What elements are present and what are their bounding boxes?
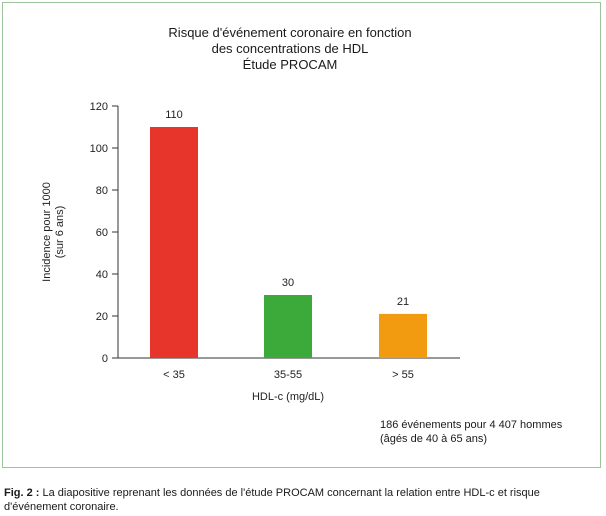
- caption-label: Fig. 2 :: [4, 487, 40, 499]
- y-tick-label: 40: [96, 269, 108, 281]
- chart-title-line-3: Étude PROCAM: [242, 57, 338, 72]
- x-category-label: < 35: [163, 369, 185, 381]
- chart-title-line-1: Risque d'événement coronaire en fonction: [168, 25, 412, 40]
- y-axis-label-line: (sur 6 ans): [54, 206, 66, 259]
- bar-chart: 0 20 40 60 80 100 120 Incidence pour 1000 (sur 6…: [41, 101, 460, 403]
- y-tick-label: 80: [96, 185, 108, 197]
- note-line-1: 186 événements pour 4 407 hommes: [380, 419, 563, 431]
- y-tick-label: 0: [102, 353, 108, 365]
- bar: [379, 313, 427, 358]
- y-axis-label-line: Incidence pour 1000: [41, 182, 53, 282]
- bar-value-label: 21: [397, 296, 409, 308]
- y-tick-label: 60: [96, 227, 108, 239]
- x-category-label: 35-55: [274, 369, 302, 381]
- bar-value-label: 30: [282, 277, 294, 289]
- caption-text: La diapositive reprenant les données de …: [4, 487, 540, 513]
- bar: [150, 127, 198, 358]
- x-category-label: > 55: [392, 369, 414, 381]
- y-tick-label: 100: [90, 143, 108, 155]
- bar-value-label: 110: [165, 109, 183, 121]
- y-tick-label: 20: [96, 311, 108, 323]
- y-tick-label: 120: [90, 101, 108, 113]
- figure-frame: [2, 2, 601, 468]
- x-axis-label: HDL-c (mg/dL): [252, 391, 324, 403]
- chart-title-line-2: des concentrations de HDL: [211, 41, 369, 56]
- note-line-2: (âgés de 40 à 65 ans): [380, 433, 488, 445]
- figure-caption: Fig. 2 : La diapositive reprenant les do…: [4, 486, 602, 514]
- bar: [264, 295, 312, 358]
